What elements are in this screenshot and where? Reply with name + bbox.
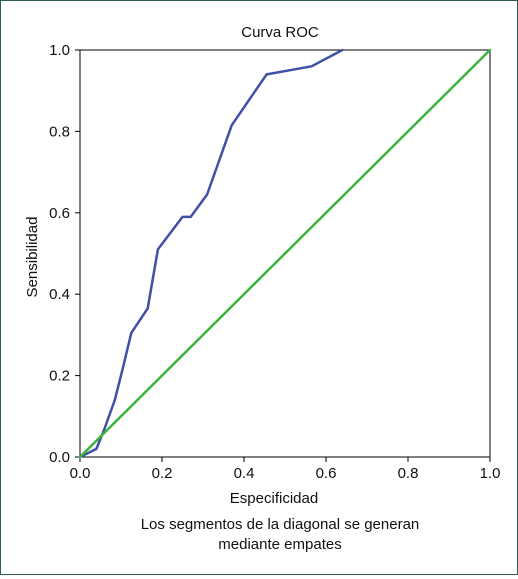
plot-border bbox=[79, 49, 491, 458]
x-axis-label: Especificidad bbox=[230, 490, 318, 507]
y-tick-label: 0.8 bbox=[49, 123, 70, 140]
y-tick-label: 1.0 bbox=[49, 42, 70, 59]
y-axis-label: Sensibilidad bbox=[24, 217, 41, 298]
x-tick-label: 0.8 bbox=[398, 465, 419, 482]
y-tick-label: 0.0 bbox=[49, 449, 70, 466]
x-axis-ticks: 0.0 0.2 0.4 0.6 0.8 1.0 bbox=[70, 457, 501, 482]
x-tick-label: 0.0 bbox=[70, 465, 91, 482]
y-tick-label: 0.6 bbox=[49, 205, 70, 222]
chart-title: Curva ROC bbox=[241, 24, 319, 41]
x-tick-label: 0.6 bbox=[316, 465, 337, 482]
y-axis-ticks: 0.0 0.2 0.4 0.6 0.8 1.0 bbox=[49, 42, 80, 466]
x-tick-label: 1.0 bbox=[480, 465, 501, 482]
plot-axes bbox=[79, 49, 491, 458]
y-tick-label: 0.4 bbox=[49, 286, 70, 303]
roc-curve-line bbox=[78, 48, 344, 459]
reference-diagonal-line bbox=[78, 48, 492, 459]
x-tick-label: 0.4 bbox=[234, 465, 255, 482]
note-line-2: mediante empates bbox=[218, 536, 341, 553]
series-lines bbox=[78, 48, 492, 459]
note-line-1: Los segmentos de la diagonal se generan bbox=[141, 516, 420, 533]
x-tick-label: 0.2 bbox=[152, 465, 173, 482]
y-tick-label: 0.2 bbox=[49, 368, 70, 385]
